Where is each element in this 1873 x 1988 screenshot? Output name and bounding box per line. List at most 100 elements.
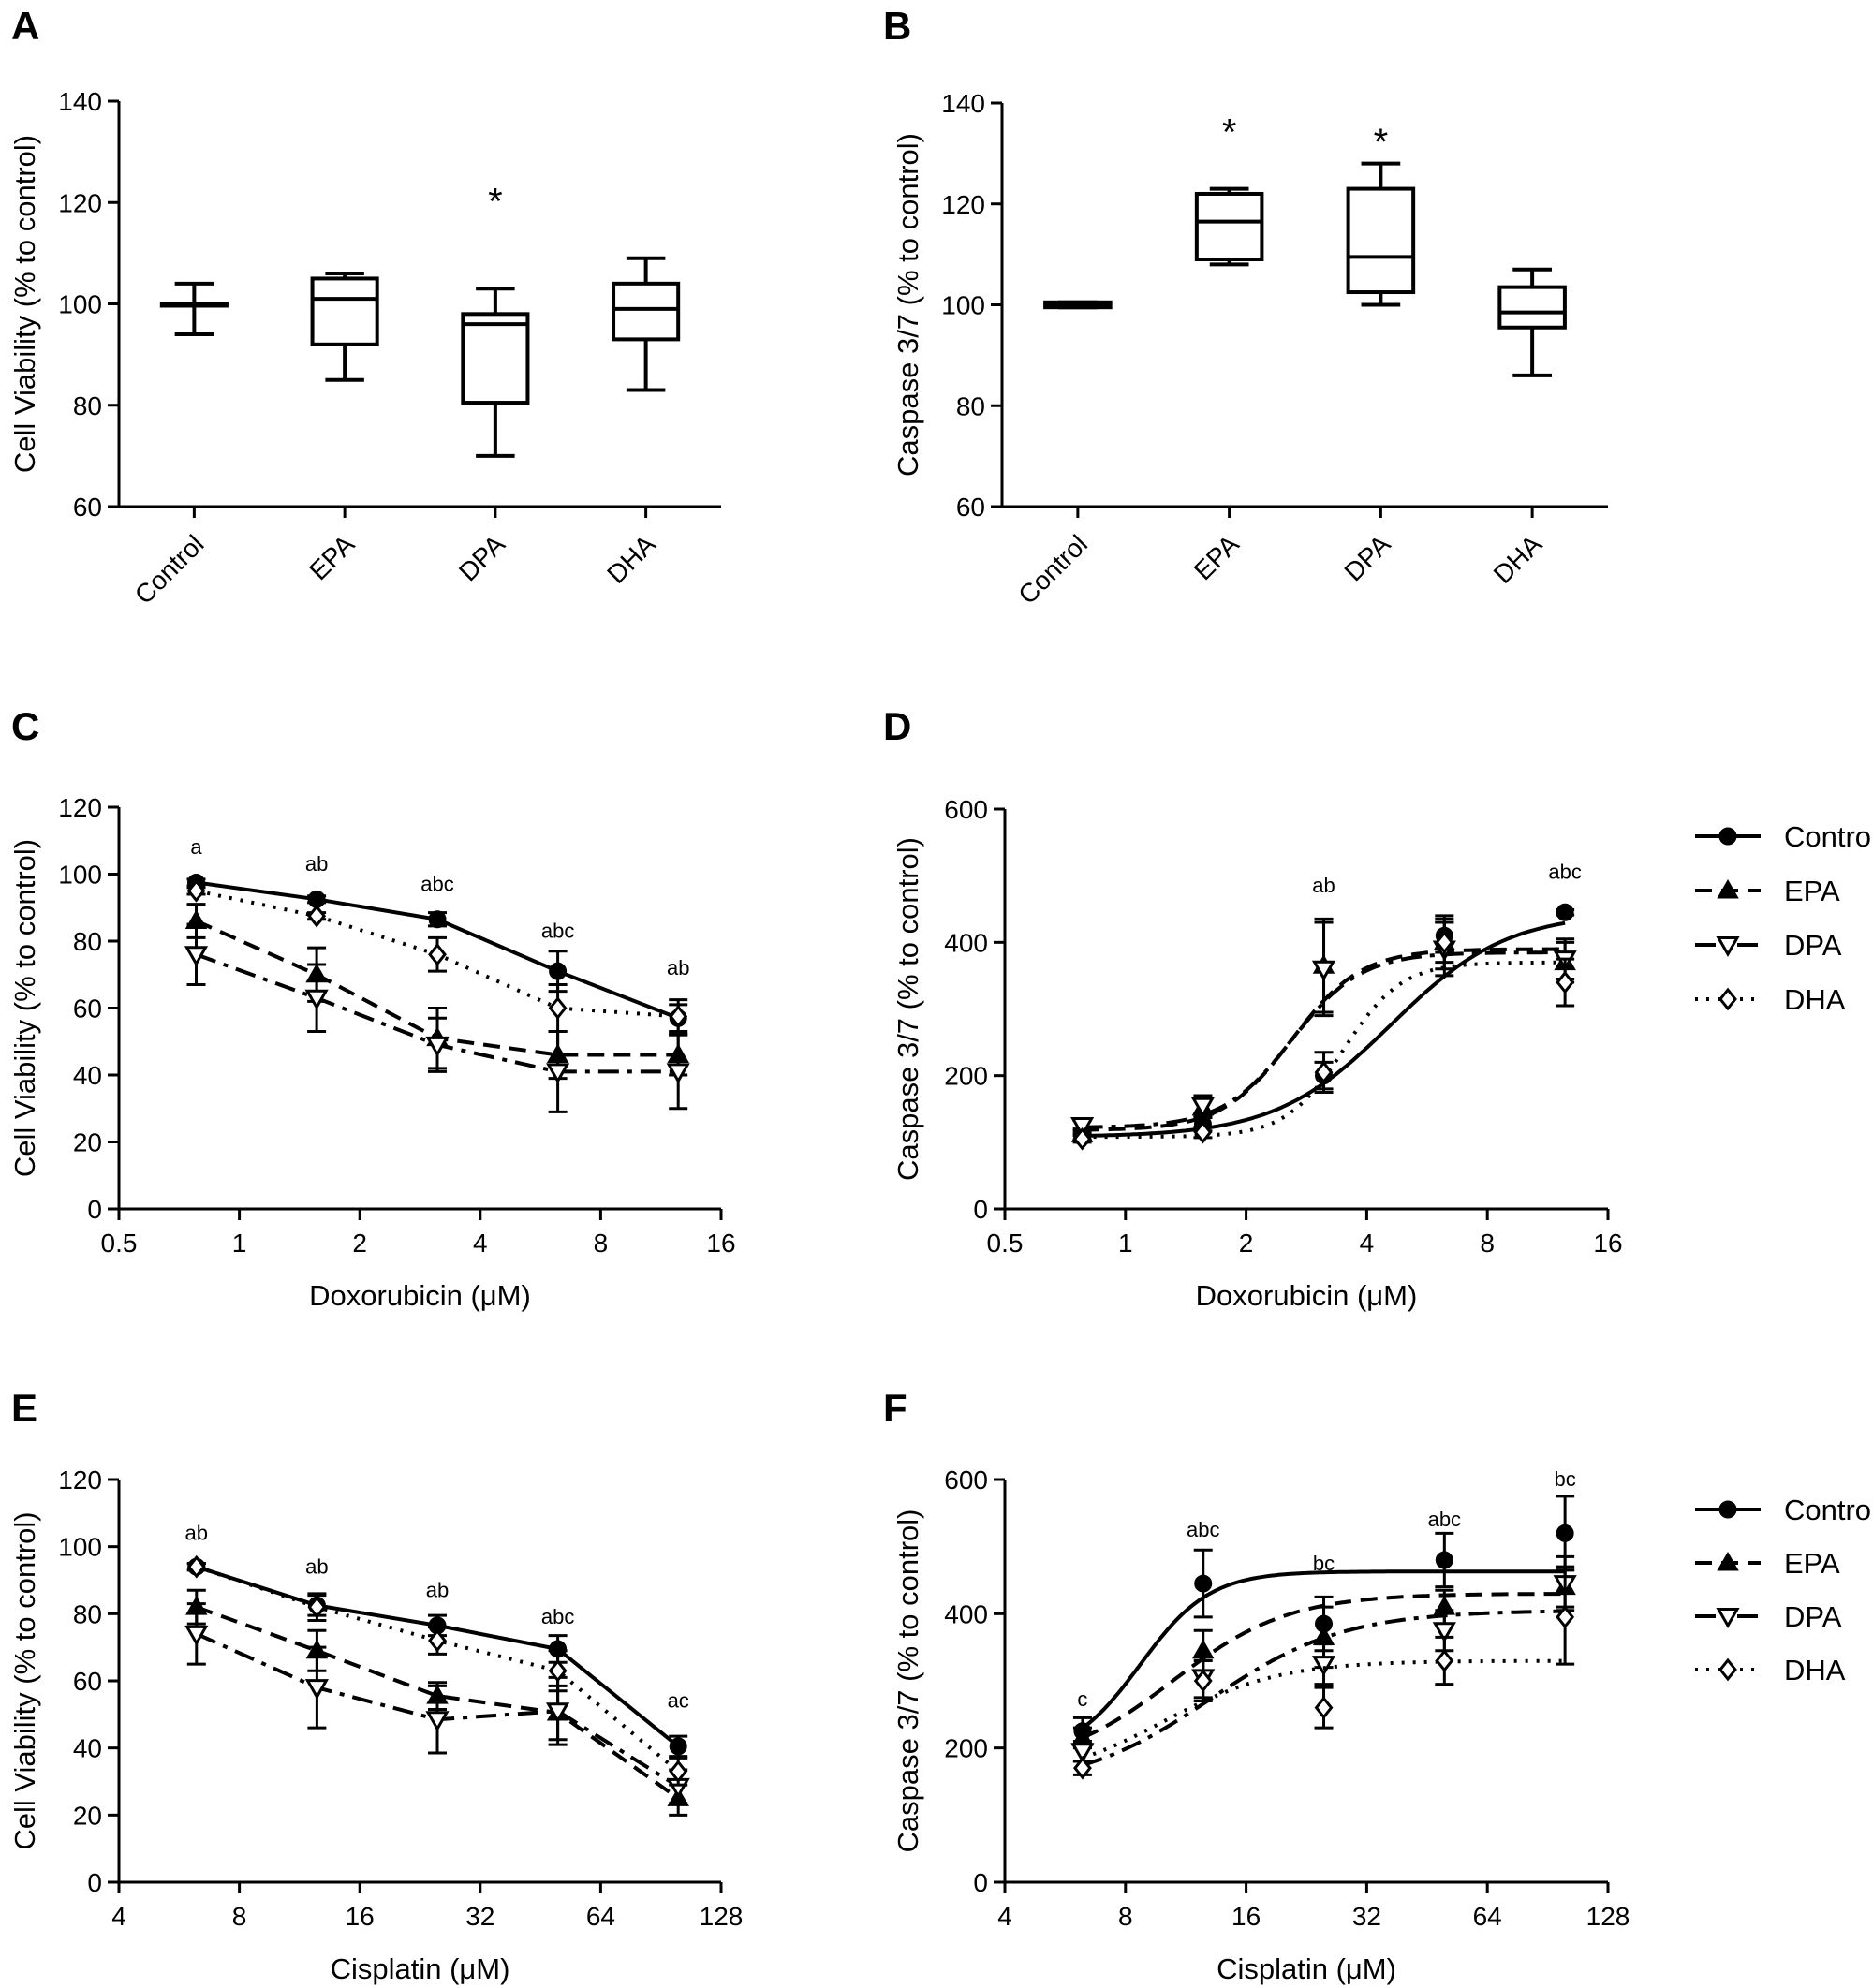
x-tick-label: 128 <box>700 1902 744 1931</box>
y-axis-title: Caspase 3/7 (% to control) <box>892 133 924 477</box>
significance-star: * <box>1222 111 1237 153</box>
significance-label: abc <box>541 1605 574 1628</box>
box-epa <box>1194 186 1264 267</box>
data-point <box>1435 1649 1454 1672</box>
data-point <box>1435 1551 1453 1569</box>
significance-label: abc <box>1548 861 1581 884</box>
x-tick-label: 8 <box>1480 1229 1495 1258</box>
significance-label: c <box>1077 1687 1087 1711</box>
legend: Control EPA DPA DHA <box>1695 1494 1873 1686</box>
legend-entry-control: Control <box>1695 1494 1873 1526</box>
y-tick-label: 120 <box>941 190 985 219</box>
x-axis-title: Cisplatin (μM) <box>331 1952 510 1985</box>
significance-star: * <box>1374 122 1389 163</box>
data-point <box>1432 1622 1456 1643</box>
data-point <box>1192 1639 1215 1659</box>
box-iqr <box>1346 186 1416 295</box>
series-dha <box>186 878 688 1035</box>
data-point <box>669 1005 688 1028</box>
series-line <box>1081 1569 1566 1730</box>
x-tick-label: 2 <box>1239 1229 1254 1258</box>
x-tick-label: DPA <box>1338 529 1395 586</box>
series-dpa <box>1070 1554 1577 1767</box>
legend-entry-control: Control <box>1695 820 1873 853</box>
y-axis-title: Caspase 3/7 (% to control) <box>892 1509 924 1852</box>
y-tick-label: 80 <box>956 391 985 420</box>
y-axis-title: Cell Viability (% to control) <box>8 135 41 473</box>
series-dha <box>1072 914 1575 1151</box>
box-dpa <box>1346 161 1416 307</box>
y-tick-label: 600 <box>944 795 988 824</box>
data-point <box>1311 1656 1336 1677</box>
y-tick-label: 0 <box>973 1195 988 1224</box>
legend-label: DHA <box>1784 983 1846 1016</box>
legend-entry-dpa: DPA <box>1695 929 1842 962</box>
series-dha <box>186 1554 688 1787</box>
panel-letter: B <box>883 4 911 48</box>
x-tick-label: DHA <box>1488 529 1548 589</box>
legend-marker <box>1718 1657 1737 1682</box>
x-tick-label: 0.5 <box>101 1229 138 1258</box>
x-tick-label: 1 <box>232 1229 247 1258</box>
significance-label: ab <box>667 956 689 979</box>
box-dpa <box>461 287 530 458</box>
data-point <box>186 1554 206 1579</box>
series-dha <box>1072 1568 1575 1780</box>
series-control <box>186 873 688 1034</box>
y-tick-label: 0 <box>87 1195 102 1224</box>
significance-label: abc <box>1428 1508 1461 1531</box>
data-point <box>1556 1605 1575 1629</box>
legend-label: EPA <box>1784 1547 1840 1580</box>
y-axis-title: Cell Viability (% to control) <box>8 1511 41 1849</box>
legend-entry-epa: EPA <box>1695 875 1840 907</box>
data-point <box>1193 1669 1213 1693</box>
y-tick-label: 140 <box>941 89 985 118</box>
x-tick-label: 16 <box>346 1902 375 1931</box>
box-iqr <box>1497 285 1567 330</box>
data-point <box>1193 1120 1213 1144</box>
significance-label: ac <box>668 1689 689 1713</box>
y-tick-label: 60 <box>73 1667 102 1696</box>
significance-label: ab <box>305 1554 328 1578</box>
box-control <box>159 281 229 336</box>
panel-e: E 0 20 40 60 80 100 120 Cell Viability (% to con… <box>8 1386 743 1985</box>
data-point <box>1311 960 1336 981</box>
y-tick-label: 600 <box>944 1465 988 1495</box>
x-tick-label: 1 <box>1118 1229 1133 1258</box>
x-tick-label: EPA <box>1188 529 1245 585</box>
data-point <box>1314 1060 1334 1084</box>
series-dpa <box>184 922 690 1113</box>
box-dha <box>612 256 681 392</box>
x-tick-label: 64 <box>1473 1902 1502 1931</box>
x-tick-label: 4 <box>997 1902 1012 1931</box>
y-tick-label: 100 <box>58 290 102 319</box>
y-tick-label: 80 <box>73 391 102 420</box>
significance-label: bc <box>1313 1552 1335 1575</box>
x-axis-title: Doxorubicin (μM) <box>309 1279 531 1312</box>
x-tick-label: 32 <box>1352 1902 1381 1931</box>
series-dpa <box>1070 920 1577 1139</box>
x-tick-label: DPA <box>453 529 510 586</box>
legend-entry-dha: DHA <box>1695 983 1846 1016</box>
y-tick-label: 400 <box>944 928 988 957</box>
panel-a: A 60 80 100 120 140 Cell Viability (% to contr… <box>8 4 721 610</box>
x-tick-label: 4 <box>111 1902 126 1931</box>
data-point <box>666 1063 690 1084</box>
x-tick-label: 2 <box>352 1229 367 1258</box>
legend-entry-dha: DHA <box>1695 1654 1846 1686</box>
data-point <box>1314 1696 1334 1720</box>
box-iqr <box>1194 191 1264 262</box>
significance-label: a <box>190 835 202 859</box>
legend-marker <box>1717 878 1739 899</box>
data-point <box>669 1760 688 1784</box>
x-tick-label: 16 <box>1593 1229 1622 1258</box>
x-tick-label: 64 <box>586 1902 615 1931</box>
data-point <box>1072 1127 1092 1151</box>
series-line <box>1082 1658 1566 1760</box>
y-tick-label: 60 <box>73 493 102 522</box>
x-tick-label: 8 <box>1118 1902 1133 1931</box>
y-tick-label: 0 <box>973 1868 988 1897</box>
x-tick-label: 16 <box>1231 1902 1261 1931</box>
legend-entry-epa: EPA <box>1695 1547 1840 1580</box>
data-point <box>184 1625 209 1646</box>
